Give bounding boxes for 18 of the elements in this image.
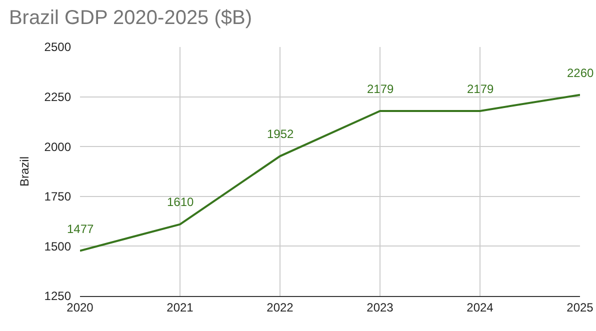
y-tick-label: 2250 (44, 90, 72, 104)
x-tick-label: 2024 (466, 300, 494, 314)
data-label: 1952 (267, 127, 294, 141)
x-tick-label: 2023 (366, 300, 394, 314)
y-tick-label: 2000 (44, 140, 72, 154)
y-tick-label: 1500 (44, 239, 72, 254)
data-label: 2179 (367, 82, 394, 96)
data-label: 2260 (567, 66, 594, 80)
x-tick-label: 2025 (566, 300, 594, 314)
data-label: 1610 (167, 195, 194, 209)
chart-title: Brazil GDP 2020-2025 ($B) (8, 6, 252, 29)
y-axis-title: Brazil (18, 156, 32, 187)
y-tick-label: 2500 (44, 40, 72, 54)
data-label: 1477 (67, 222, 94, 236)
data-label: 2179 (467, 82, 494, 96)
x-tick-label: 2021 (166, 300, 194, 314)
x-tick-label: 2022 (266, 300, 294, 314)
y-tick-label: 1750 (44, 190, 72, 204)
